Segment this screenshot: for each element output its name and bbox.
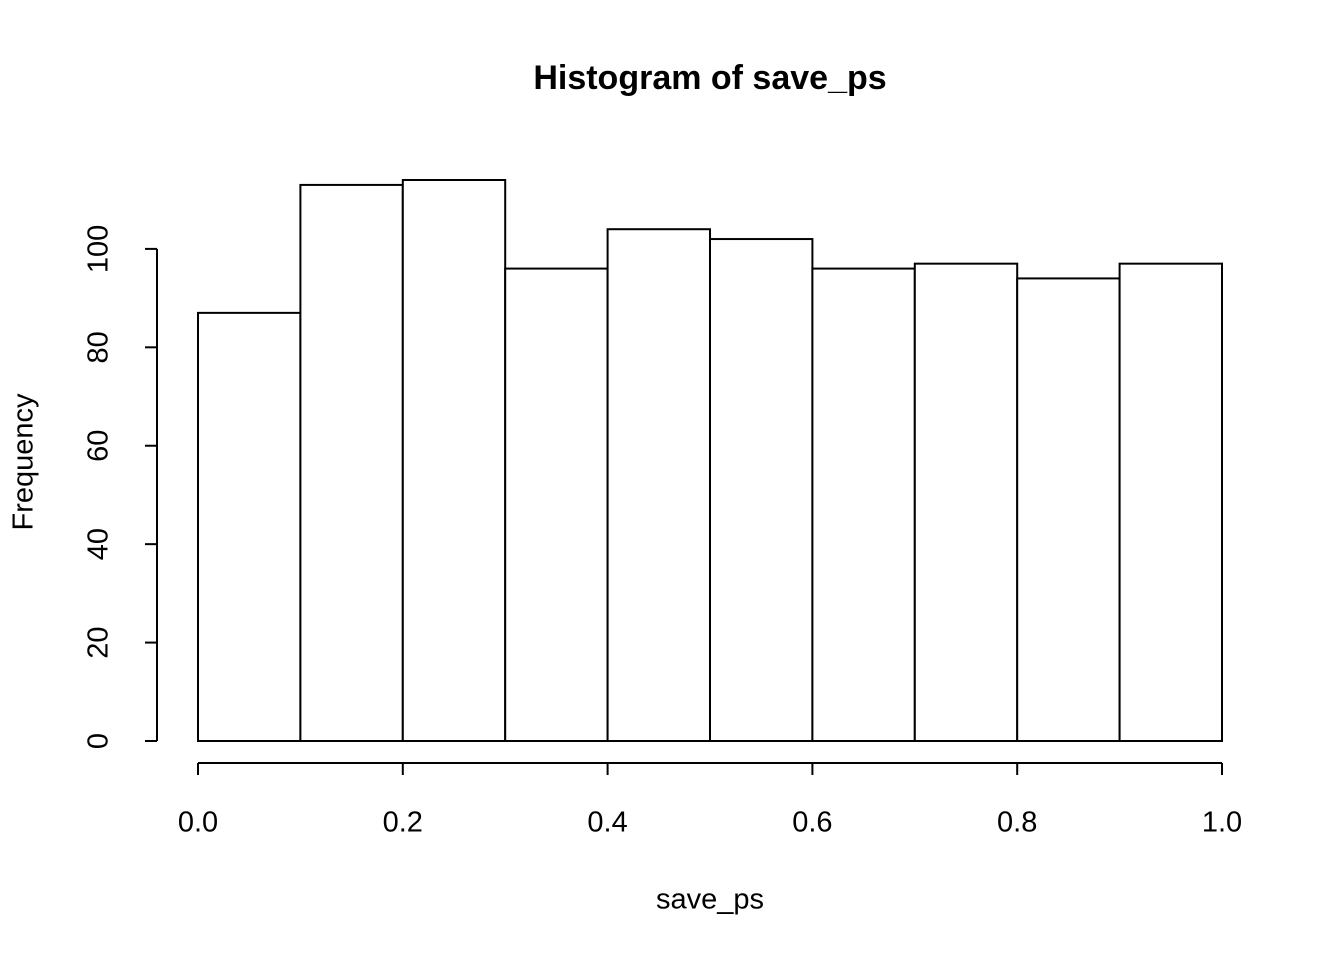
- bar: [401, 179, 507, 742]
- y-tick-label: 40: [83, 528, 115, 560]
- y-tick-label: 100: [83, 225, 115, 273]
- bar: [709, 238, 814, 742]
- bar: [606, 228, 711, 742]
- bar: [504, 267, 609, 742]
- x-tick-label: 0.8: [997, 807, 1037, 839]
- y-tick-label: 60: [83, 430, 115, 462]
- y-axis-label: Frequency: [8, 393, 40, 531]
- x-tick-label: 0.4: [587, 807, 627, 839]
- x-tick-label: 0.6: [792, 807, 832, 839]
- chart-title: Histogram of save_ps: [533, 59, 886, 97]
- x-tick-label: 1.0: [1202, 807, 1242, 839]
- bar: [197, 311, 302, 742]
- bar: [811, 267, 916, 742]
- bar: [913, 262, 1019, 742]
- x-tick-label: 0.0: [178, 807, 218, 839]
- x-axis-label: save_ps: [656, 884, 764, 916]
- bar: [1118, 262, 1223, 742]
- bar: [1016, 277, 1121, 742]
- x-tick-label: 0.2: [383, 807, 423, 839]
- y-tick-label: 0: [83, 733, 115, 749]
- y-tick-label: 80: [83, 331, 115, 363]
- y-tick-label: 20: [83, 626, 115, 658]
- bar: [299, 183, 404, 742]
